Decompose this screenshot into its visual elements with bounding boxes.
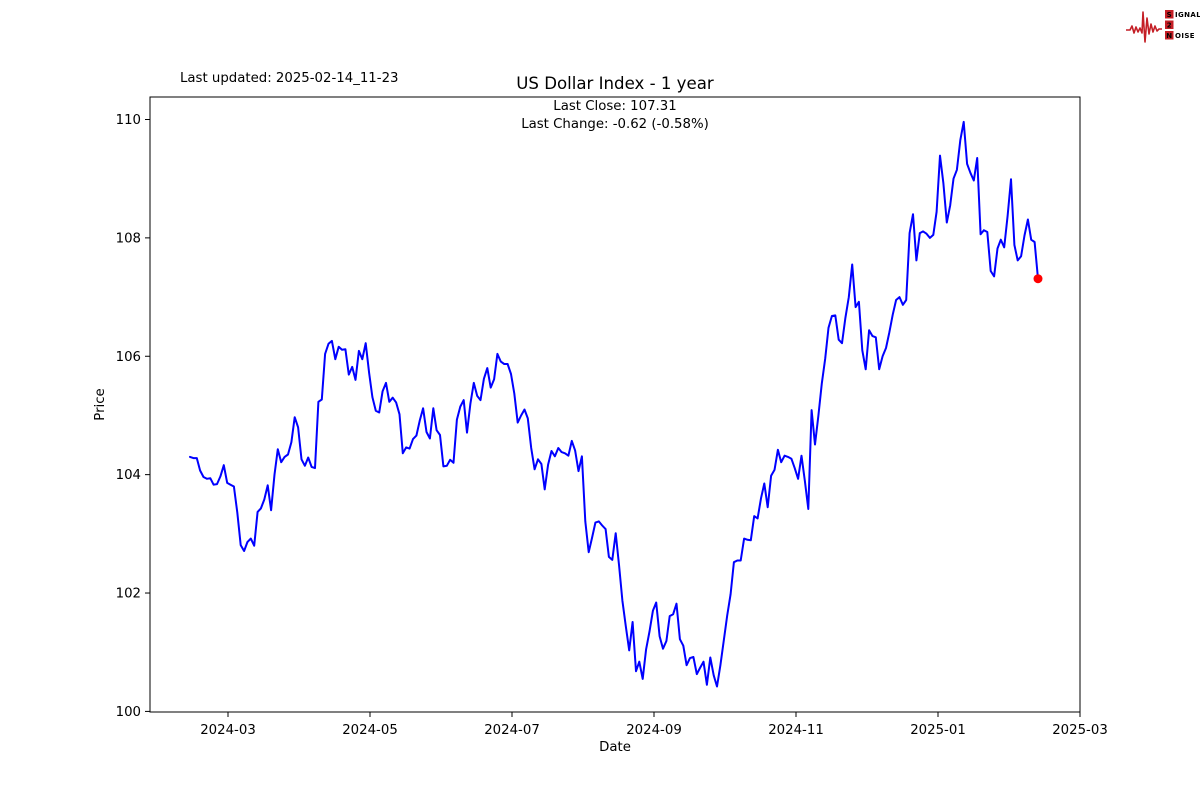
- y-tick-label: 100: [116, 705, 141, 720]
- logo-word-signal: IGNAL: [1175, 11, 1200, 19]
- x-tick-label: 2024-09: [626, 723, 682, 738]
- logo-word-noise: OISE: [1175, 32, 1195, 40]
- last-price-marker: [1033, 274, 1043, 284]
- x-axis-label: Date: [599, 740, 631, 755]
- x-tick-label: 2024-11: [768, 723, 824, 738]
- x-tick-label: 2024-05: [342, 723, 398, 738]
- x-axis-ticks: 2024-03 2024-05 2024-07 2024-09 2024-11 2025-…: [200, 712, 1108, 738]
- price-series: [189, 120, 1043, 688]
- y-tick-label: 104: [116, 468, 141, 483]
- x-tick-label: 2025-01: [910, 723, 966, 738]
- y-axis-label: Price: [93, 388, 108, 420]
- logo-square-n: [1165, 31, 1174, 40]
- last-updated-text: Last updated: 2025-02-14_11-23: [180, 71, 398, 86]
- x-tick-label: 2024-03: [200, 723, 256, 738]
- logo-square-s: [1165, 10, 1174, 19]
- chart-title: US Dollar Index - 1 year: [516, 74, 714, 93]
- y-tick-label: 108: [116, 231, 141, 246]
- logo-square-2: [1165, 20, 1174, 29]
- x-tick-label: 2025-03: [1052, 723, 1108, 738]
- y-tick-label: 102: [116, 587, 141, 602]
- signal2noise-logo: S IGNAL 2 N OISE: [1126, 10, 1200, 43]
- y-tick-label: 106: [116, 350, 141, 365]
- logo-number-2: 2: [1167, 22, 1172, 30]
- price-line: [189, 120, 1039, 688]
- last-change-annotation: Last Change: -0.62 (-0.58%): [521, 117, 709, 132]
- logo-waveform-icon: [1126, 11, 1162, 43]
- y-tick-label: 110: [116, 113, 141, 128]
- logo-wordmark: S IGNAL 2 N OISE: [1165, 10, 1200, 40]
- plot-area: [149, 96, 1081, 713]
- y-axis-ticks: 100 102 104 106 108 110: [116, 113, 150, 720]
- x-tick-label: 2024-07: [484, 723, 540, 738]
- last-close-annotation: Last Close: 107.31: [553, 99, 676, 114]
- logo-letter-n: N: [1166, 32, 1172, 40]
- logo-letter-s: S: [1167, 11, 1172, 19]
